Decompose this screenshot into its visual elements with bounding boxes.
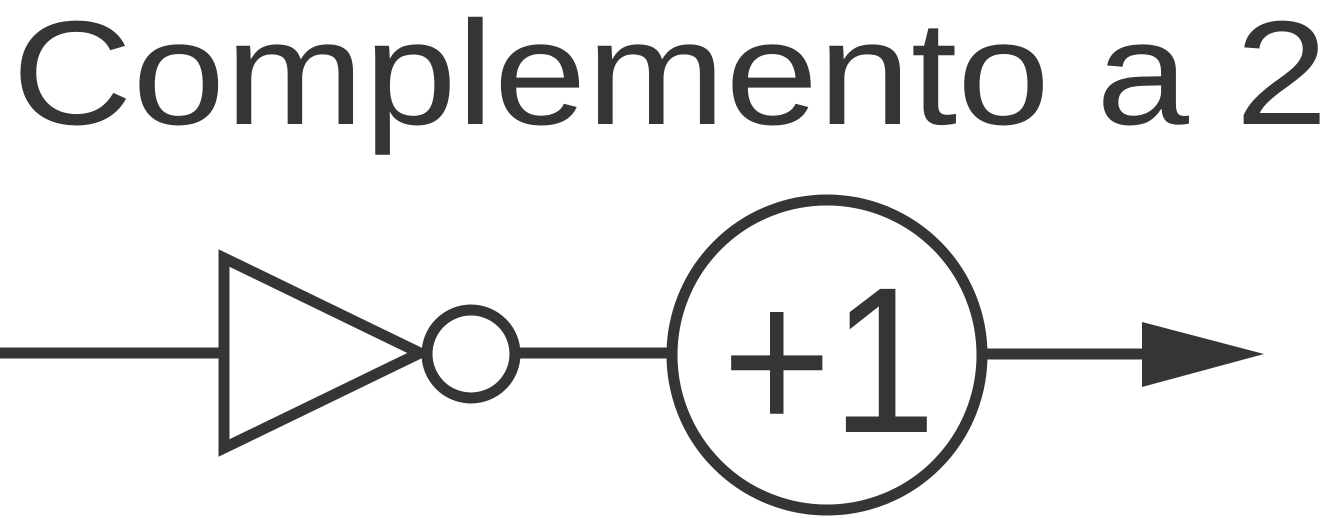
inversion-bubble bbox=[421, 304, 521, 404]
output-arrowhead bbox=[1142, 322, 1264, 387]
not-gate-triangle bbox=[218, 249, 433, 457]
diagram-title: Complemento a 2 bbox=[12, 0, 1328, 156]
adder-label: +1 bbox=[722, 245, 936, 477]
